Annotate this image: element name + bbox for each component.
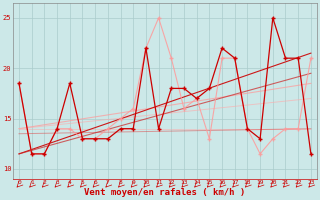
X-axis label: Vent moyen/en rafales ( km/h ): Vent moyen/en rafales ( km/h ) (84, 188, 245, 197)
